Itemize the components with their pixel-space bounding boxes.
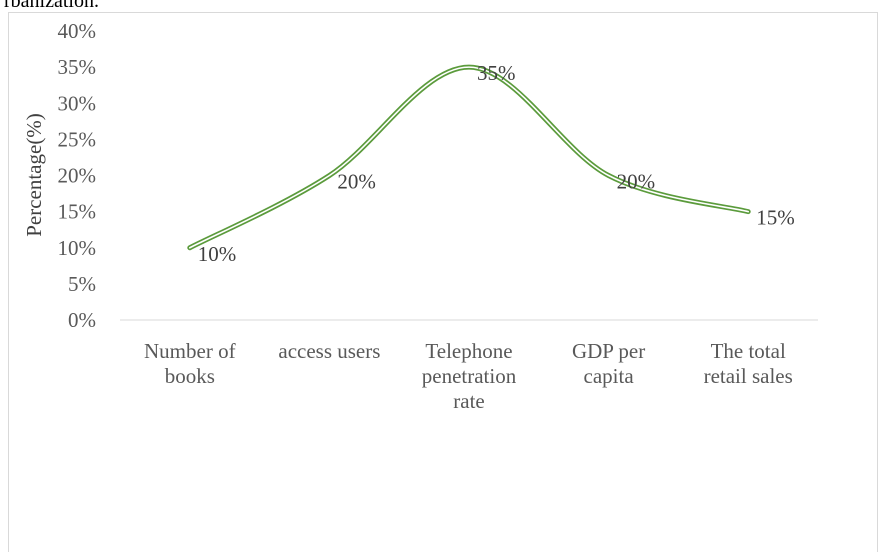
- data-label: 20%: [617, 170, 656, 194]
- y-tick-label: 5%: [68, 272, 96, 296]
- y-axis-title: Percentage(%): [22, 113, 46, 237]
- y-tick-label: 20%: [58, 164, 97, 188]
- series-line-outer: [187, 64, 751, 251]
- y-tick-label: 10%: [58, 236, 97, 260]
- data-label: 15%: [756, 206, 795, 230]
- series-line-inner: [189, 66, 749, 249]
- line-chart: Percentage(%) 0%5%10%15%20%25%30%35%40% …: [22, 19, 818, 413]
- y-axis-ticks: 0% 5% 10% 15% 20% 25% 30% 35% 40%: [58, 19, 97, 332]
- x-category-label: Telephone penetration rate: [422, 339, 517, 413]
- data-label: 10%: [198, 242, 237, 266]
- y-tick-label: 40%: [58, 19, 97, 43]
- data-labels: 10% 20% 35% 20% 15%: [198, 61, 795, 266]
- x-category-label: Number of books: [144, 339, 236, 388]
- data-label: 35%: [477, 61, 516, 85]
- x-category-label: access users: [278, 339, 380, 363]
- y-tick-label: 25%: [58, 127, 97, 151]
- chart-frame: [8, 12, 878, 552]
- y-tick-label: 0%: [68, 308, 96, 332]
- y-tick-label: 35%: [58, 55, 97, 79]
- data-label: 20%: [337, 170, 376, 194]
- y-tick-label: 15%: [58, 200, 97, 224]
- x-axis-categories: Number of books access users Telephone penet…: [144, 339, 793, 413]
- series-line: [187, 64, 751, 251]
- x-category-label: The total retail sales: [704, 339, 793, 388]
- y-tick-label: 30%: [58, 91, 97, 115]
- caption-fragment: rbanization.: [4, 0, 99, 12]
- x-category-label: GDP per capita: [572, 339, 645, 388]
